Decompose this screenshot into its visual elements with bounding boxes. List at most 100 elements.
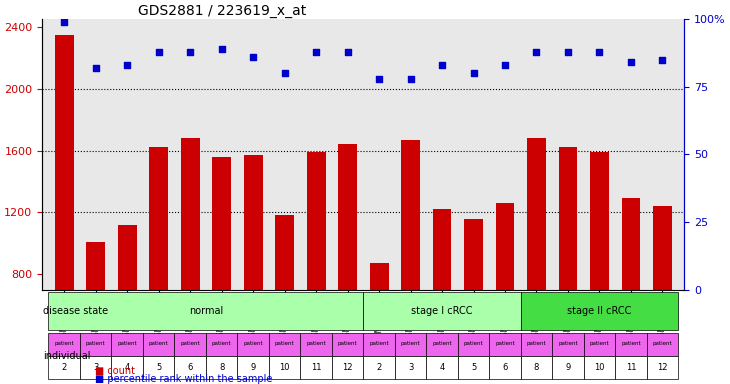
FancyBboxPatch shape (112, 333, 143, 356)
Text: 2: 2 (61, 363, 67, 372)
Bar (464, 218, 483, 384)
Bar (55, 35, 74, 384)
Text: GDS2881 / 223619_x_at: GDS2881 / 223619_x_at (139, 4, 307, 18)
Text: patient: patient (369, 341, 389, 346)
FancyBboxPatch shape (143, 356, 174, 379)
FancyBboxPatch shape (206, 333, 237, 356)
Text: 4: 4 (439, 363, 445, 372)
FancyBboxPatch shape (48, 292, 364, 329)
FancyBboxPatch shape (300, 356, 332, 379)
FancyBboxPatch shape (520, 333, 552, 356)
Text: ■ percentile rank within the sample: ■ percentile rank within the sample (95, 374, 272, 384)
Bar (590, 152, 609, 384)
FancyBboxPatch shape (395, 356, 426, 379)
Bar (338, 144, 357, 384)
Text: patient: patient (464, 341, 483, 346)
Point (373, 76, 385, 82)
FancyBboxPatch shape (48, 356, 80, 379)
FancyBboxPatch shape (174, 356, 206, 379)
Bar (244, 155, 263, 384)
Text: 6: 6 (502, 363, 507, 372)
Bar (558, 147, 577, 384)
Bar (86, 242, 105, 384)
Text: 5: 5 (471, 363, 476, 372)
Point (247, 54, 259, 60)
Text: 12: 12 (342, 363, 353, 372)
FancyBboxPatch shape (489, 333, 520, 356)
FancyBboxPatch shape (520, 356, 552, 379)
Point (625, 60, 637, 66)
Text: patient: patient (495, 341, 515, 346)
FancyBboxPatch shape (143, 333, 174, 356)
FancyBboxPatch shape (300, 333, 332, 356)
FancyBboxPatch shape (615, 333, 647, 356)
Bar (653, 206, 672, 384)
Text: patient: patient (86, 341, 105, 346)
Text: 11: 11 (311, 363, 321, 372)
Point (437, 62, 448, 68)
Text: 8: 8 (534, 363, 539, 372)
Point (121, 62, 133, 68)
FancyBboxPatch shape (80, 333, 112, 356)
Text: 11: 11 (626, 363, 637, 372)
FancyBboxPatch shape (552, 356, 584, 379)
Bar (149, 147, 168, 384)
FancyBboxPatch shape (426, 333, 458, 356)
Bar (369, 263, 388, 384)
Text: normal: normal (189, 306, 223, 316)
Bar (118, 225, 137, 384)
Text: patient: patient (243, 341, 263, 346)
Text: patient: patient (526, 341, 546, 346)
Point (90, 65, 101, 71)
Point (342, 49, 353, 55)
Bar (275, 215, 294, 384)
Bar (496, 203, 515, 384)
Point (404, 76, 416, 82)
Bar (621, 199, 640, 384)
FancyBboxPatch shape (206, 356, 237, 379)
Point (153, 49, 164, 55)
FancyBboxPatch shape (48, 333, 80, 356)
FancyBboxPatch shape (458, 356, 489, 379)
Text: patient: patient (149, 341, 169, 346)
Text: patient: patient (558, 341, 577, 346)
Bar (212, 157, 231, 384)
Point (184, 49, 196, 55)
FancyBboxPatch shape (269, 333, 300, 356)
Text: patient: patient (307, 341, 326, 346)
Text: patient: patient (653, 341, 672, 346)
Text: individual: individual (43, 351, 91, 361)
Text: patient: patient (274, 341, 294, 346)
Point (58, 19, 70, 25)
FancyBboxPatch shape (332, 356, 364, 379)
Text: 10: 10 (280, 363, 290, 372)
Point (593, 49, 605, 55)
Bar (181, 138, 199, 384)
Text: disease state: disease state (43, 306, 108, 316)
Text: ■ count: ■ count (95, 366, 135, 376)
Text: patient: patient (590, 341, 610, 346)
Point (656, 57, 668, 63)
Text: patient: patient (432, 341, 452, 346)
Text: stage II cRCC: stage II cRCC (567, 306, 631, 316)
FancyBboxPatch shape (364, 356, 395, 379)
Bar (401, 140, 420, 384)
Text: stage I cRCC: stage I cRCC (411, 306, 473, 316)
Text: 12: 12 (657, 363, 668, 372)
FancyBboxPatch shape (112, 356, 143, 379)
Point (216, 46, 228, 52)
FancyBboxPatch shape (647, 333, 678, 356)
Text: 5: 5 (156, 363, 161, 372)
FancyBboxPatch shape (269, 356, 300, 379)
FancyBboxPatch shape (174, 333, 206, 356)
Text: 9: 9 (250, 363, 255, 372)
Point (531, 49, 542, 55)
FancyBboxPatch shape (80, 356, 112, 379)
Text: patient: patient (212, 341, 231, 346)
Text: 2: 2 (377, 363, 382, 372)
FancyBboxPatch shape (615, 356, 647, 379)
Point (310, 49, 322, 55)
Bar (527, 138, 546, 384)
Text: 6: 6 (188, 363, 193, 372)
Point (279, 70, 291, 76)
